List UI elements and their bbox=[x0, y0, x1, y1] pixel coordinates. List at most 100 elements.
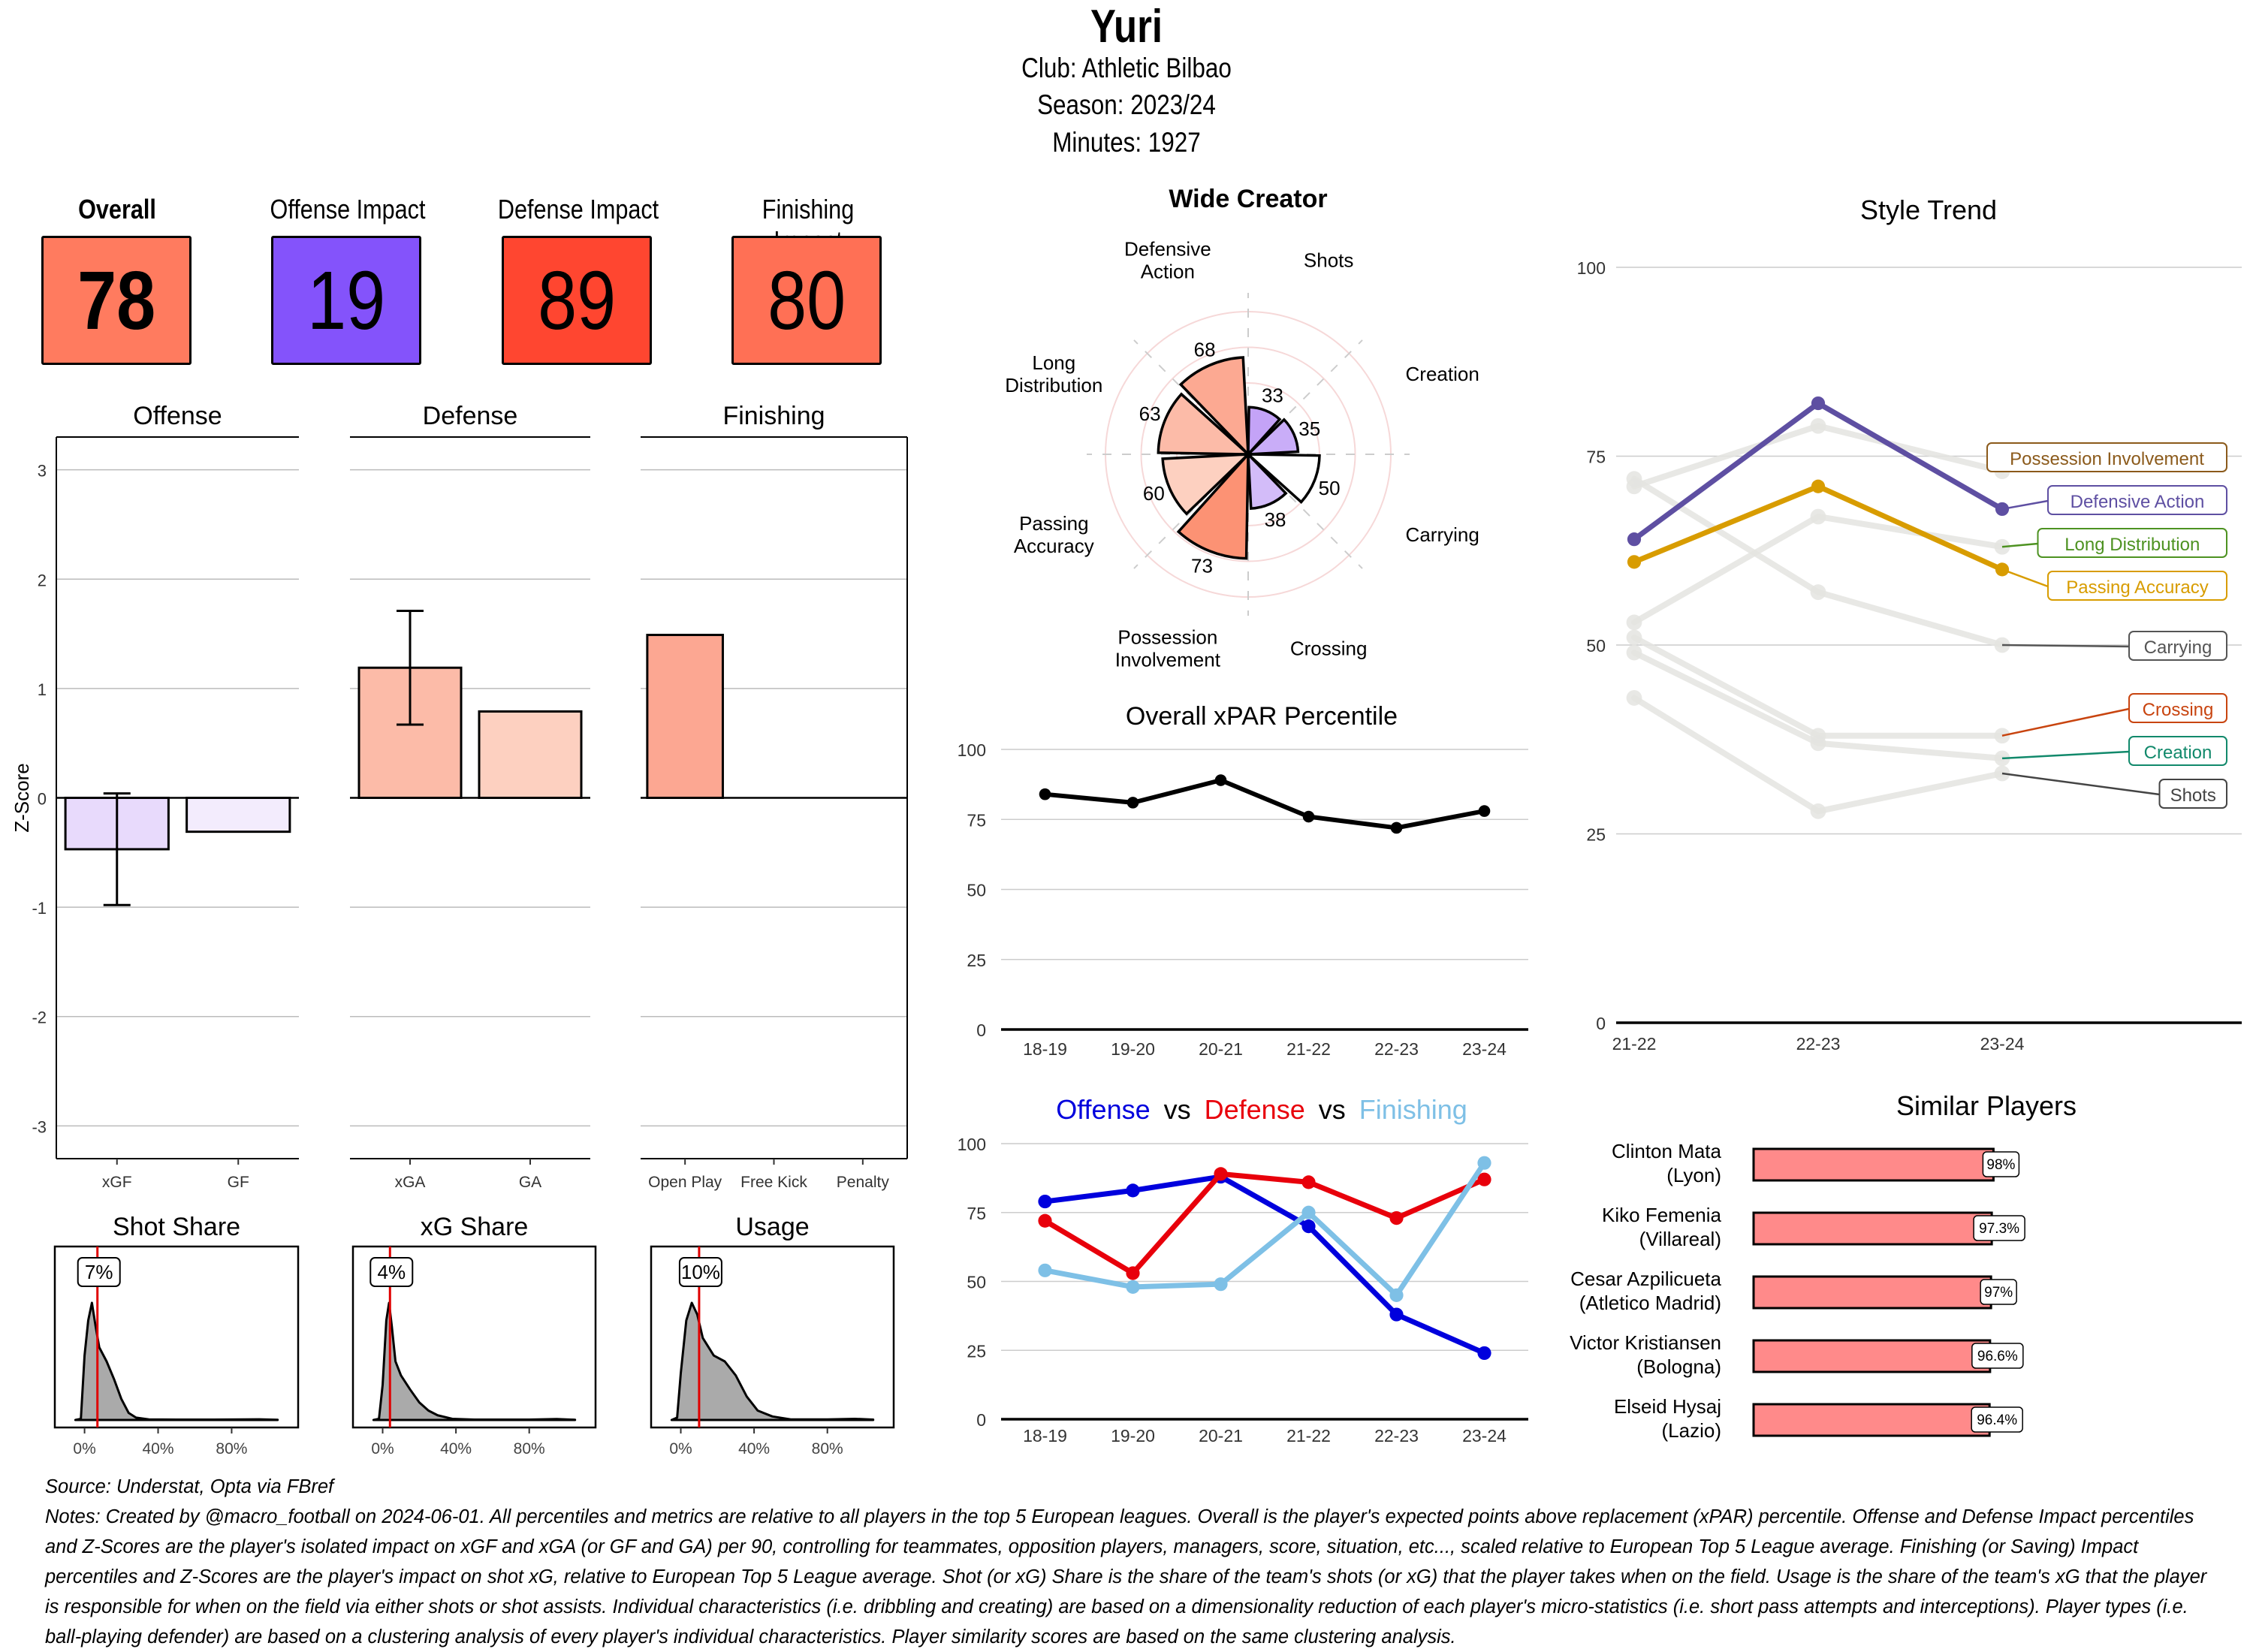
radar-category-word: Creation bbox=[1406, 363, 1479, 385]
similarity-label: 97.3% bbox=[1979, 1221, 2019, 1237]
zscore-panel-finishing: Finishing Open Play Free Kick Penalty bbox=[641, 402, 908, 1191]
series-line-offense-point bbox=[1038, 1194, 1052, 1209]
title-part: vs bbox=[1319, 1094, 1346, 1125]
density-panel-xg-share: xG Share 4% 0% 40% 80% bbox=[351, 1213, 597, 1458]
overall-tile-label: Overall bbox=[78, 194, 156, 225]
label-leader bbox=[2001, 568, 2049, 588]
series-line-offense-point bbox=[1389, 1307, 1404, 1322]
xpar-line-point bbox=[1039, 788, 1051, 800]
marker-label-box bbox=[678, 1257, 722, 1287]
zscore-bar bbox=[478, 710, 583, 799]
density-title: xG Share bbox=[421, 1213, 529, 1241]
x-tick-label: 22-23 bbox=[1374, 1426, 1419, 1446]
x-tick-label: 22-23 bbox=[1796, 1034, 1841, 1054]
label-leader bbox=[2001, 542, 2038, 548]
panel-title: Finishing bbox=[722, 402, 825, 430]
radar-category-label: Crossing bbox=[1290, 638, 1368, 660]
y-tick-label: 50 bbox=[967, 881, 986, 900]
overall-xpar-chart: Overall xPAR Percentile 0 25 50 75 100 18-19 19… bbox=[958, 702, 1528, 1059]
style-trend-title: Style Trend bbox=[1860, 194, 1997, 225]
methodology-notes: Notes: Created by @macro_football on 202… bbox=[45, 1506, 2207, 1647]
radar-title: Wide Creator bbox=[1169, 185, 1327, 213]
similar-players-title: Similar Players bbox=[1896, 1090, 2077, 1121]
label-leader bbox=[2001, 499, 2049, 511]
series-label-box bbox=[2037, 528, 2227, 558]
similar-players-chart: Similar Players Clinton Mata(Lyon) 98% Kiko… bbox=[1570, 1090, 2077, 1442]
radar-category-label: Long Distribution bbox=[1005, 351, 1102, 396]
style-line-defensive-action-point bbox=[1627, 532, 1642, 547]
similarity-label-box bbox=[1971, 1406, 2023, 1433]
similarity-label-box bbox=[1971, 1343, 2024, 1369]
dashboard-charts: Z-Score -3 -2 -1 0 1 2 3 Offense xGF GF Defense xGA G… bbox=[11, 185, 2242, 1458]
series-label-box bbox=[2128, 693, 2227, 723]
club-label: Club: Athletic Bilbao bbox=[1021, 53, 1232, 83]
y-tick-label: 75 bbox=[967, 810, 986, 830]
radar-category-word: Involvement bbox=[1115, 649, 1221, 671]
marker-label-box bbox=[77, 1257, 121, 1287]
y-tick-label: 0 bbox=[38, 790, 47, 809]
y-tick-label: 100 bbox=[958, 1135, 986, 1154]
x-tick-label: 0% bbox=[73, 1440, 95, 1458]
series-line-defense-point bbox=[1214, 1167, 1228, 1181]
x-tick-label: 20-21 bbox=[1199, 1039, 1243, 1059]
zscore-panel-offense: Offense xGF GF bbox=[56, 402, 299, 1191]
style-line-muted-point bbox=[1810, 418, 1826, 434]
style-line-muted-point bbox=[1626, 614, 1642, 631]
radar-value-label: 35 bbox=[1298, 418, 1320, 440]
offense-impact-tile: 19 bbox=[271, 236, 421, 365]
series-line-offense-point bbox=[1126, 1183, 1140, 1198]
series-line-finishing-point bbox=[1126, 1280, 1140, 1294]
xpar-line-point bbox=[1302, 810, 1315, 823]
series-line-finishing-point bbox=[1038, 1263, 1052, 1277]
radar-category-word: Accuracy bbox=[1014, 535, 1094, 557]
x-tick-label: 19-20 bbox=[1111, 1426, 1155, 1446]
style-line-muted-point bbox=[1626, 690, 1642, 706]
similar-player-club: (Atletico Madrid) bbox=[1579, 1292, 1721, 1314]
radar-wedge bbox=[1247, 451, 1288, 510]
similarity-bar bbox=[1752, 1211, 1993, 1246]
series-line-defense bbox=[1042, 1171, 1487, 1276]
x-tick-label: Free Kick bbox=[740, 1174, 807, 1191]
radar-wedge bbox=[1157, 392, 1252, 456]
wide-creator-radar: Wide Creator 33 35 50 38 73 60 63 68 Shots Creatio… bbox=[1005, 185, 1479, 671]
radar-value-label: 73 bbox=[1191, 554, 1213, 577]
radar-value-label: 63 bbox=[1139, 402, 1161, 425]
overall-value: 78 bbox=[77, 254, 155, 347]
series-label: Defensive Action bbox=[2071, 492, 2205, 512]
x-tick-label: 21-22 bbox=[1612, 1034, 1657, 1054]
y-tick-label: 0 bbox=[976, 1410, 986, 1430]
radar-category-word: Long bbox=[1032, 351, 1075, 374]
radar-wedge bbox=[1247, 405, 1282, 458]
style-line-muted-point bbox=[1810, 584, 1826, 600]
radar-category-label: Shots bbox=[1304, 249, 1354, 271]
radar-value-label: 38 bbox=[1265, 508, 1286, 531]
label-leader bbox=[2001, 772, 2160, 796]
series-label-box bbox=[2047, 571, 2227, 601]
series-line-finishing-point bbox=[1477, 1156, 1491, 1170]
radar-category-label: Creation bbox=[1406, 363, 1479, 385]
similarity-bar bbox=[1752, 1403, 1991, 1437]
density-title: Usage bbox=[735, 1213, 809, 1241]
y-tick-label: 100 bbox=[1577, 258, 1606, 278]
similar-player-club: (Lyon) bbox=[1666, 1164, 1721, 1186]
style-line-muted-point bbox=[1626, 471, 1642, 487]
x-tick-label: 21-22 bbox=[1286, 1039, 1331, 1059]
density-area bbox=[372, 1301, 577, 1421]
title-part: Offense bbox=[1056, 1094, 1150, 1125]
overall-tile: 78 bbox=[41, 236, 192, 365]
radar-value-label: 60 bbox=[1143, 482, 1165, 505]
series-line-finishing-point bbox=[1301, 1205, 1316, 1219]
x-tick-label: 23-24 bbox=[1462, 1039, 1507, 1059]
similarity-bar bbox=[1752, 1339, 1992, 1373]
y-tick-label: -2 bbox=[32, 1008, 47, 1027]
series-line-finishing-point bbox=[1389, 1288, 1404, 1302]
radar-category-word: Shots bbox=[1304, 249, 1354, 271]
style-trend-chart: Style Trend 0 25 50 75 100 21-22 22-23 23-24 Poss… bbox=[1577, 194, 2242, 1054]
y-tick-label: 50 bbox=[1586, 636, 1606, 656]
x-tick-label: 22-23 bbox=[1374, 1039, 1419, 1059]
radar-wedge bbox=[1161, 453, 1252, 516]
xpar-line-point bbox=[1214, 774, 1227, 786]
radar-ring bbox=[1140, 346, 1356, 562]
series-line-finishing bbox=[1042, 1160, 1487, 1298]
